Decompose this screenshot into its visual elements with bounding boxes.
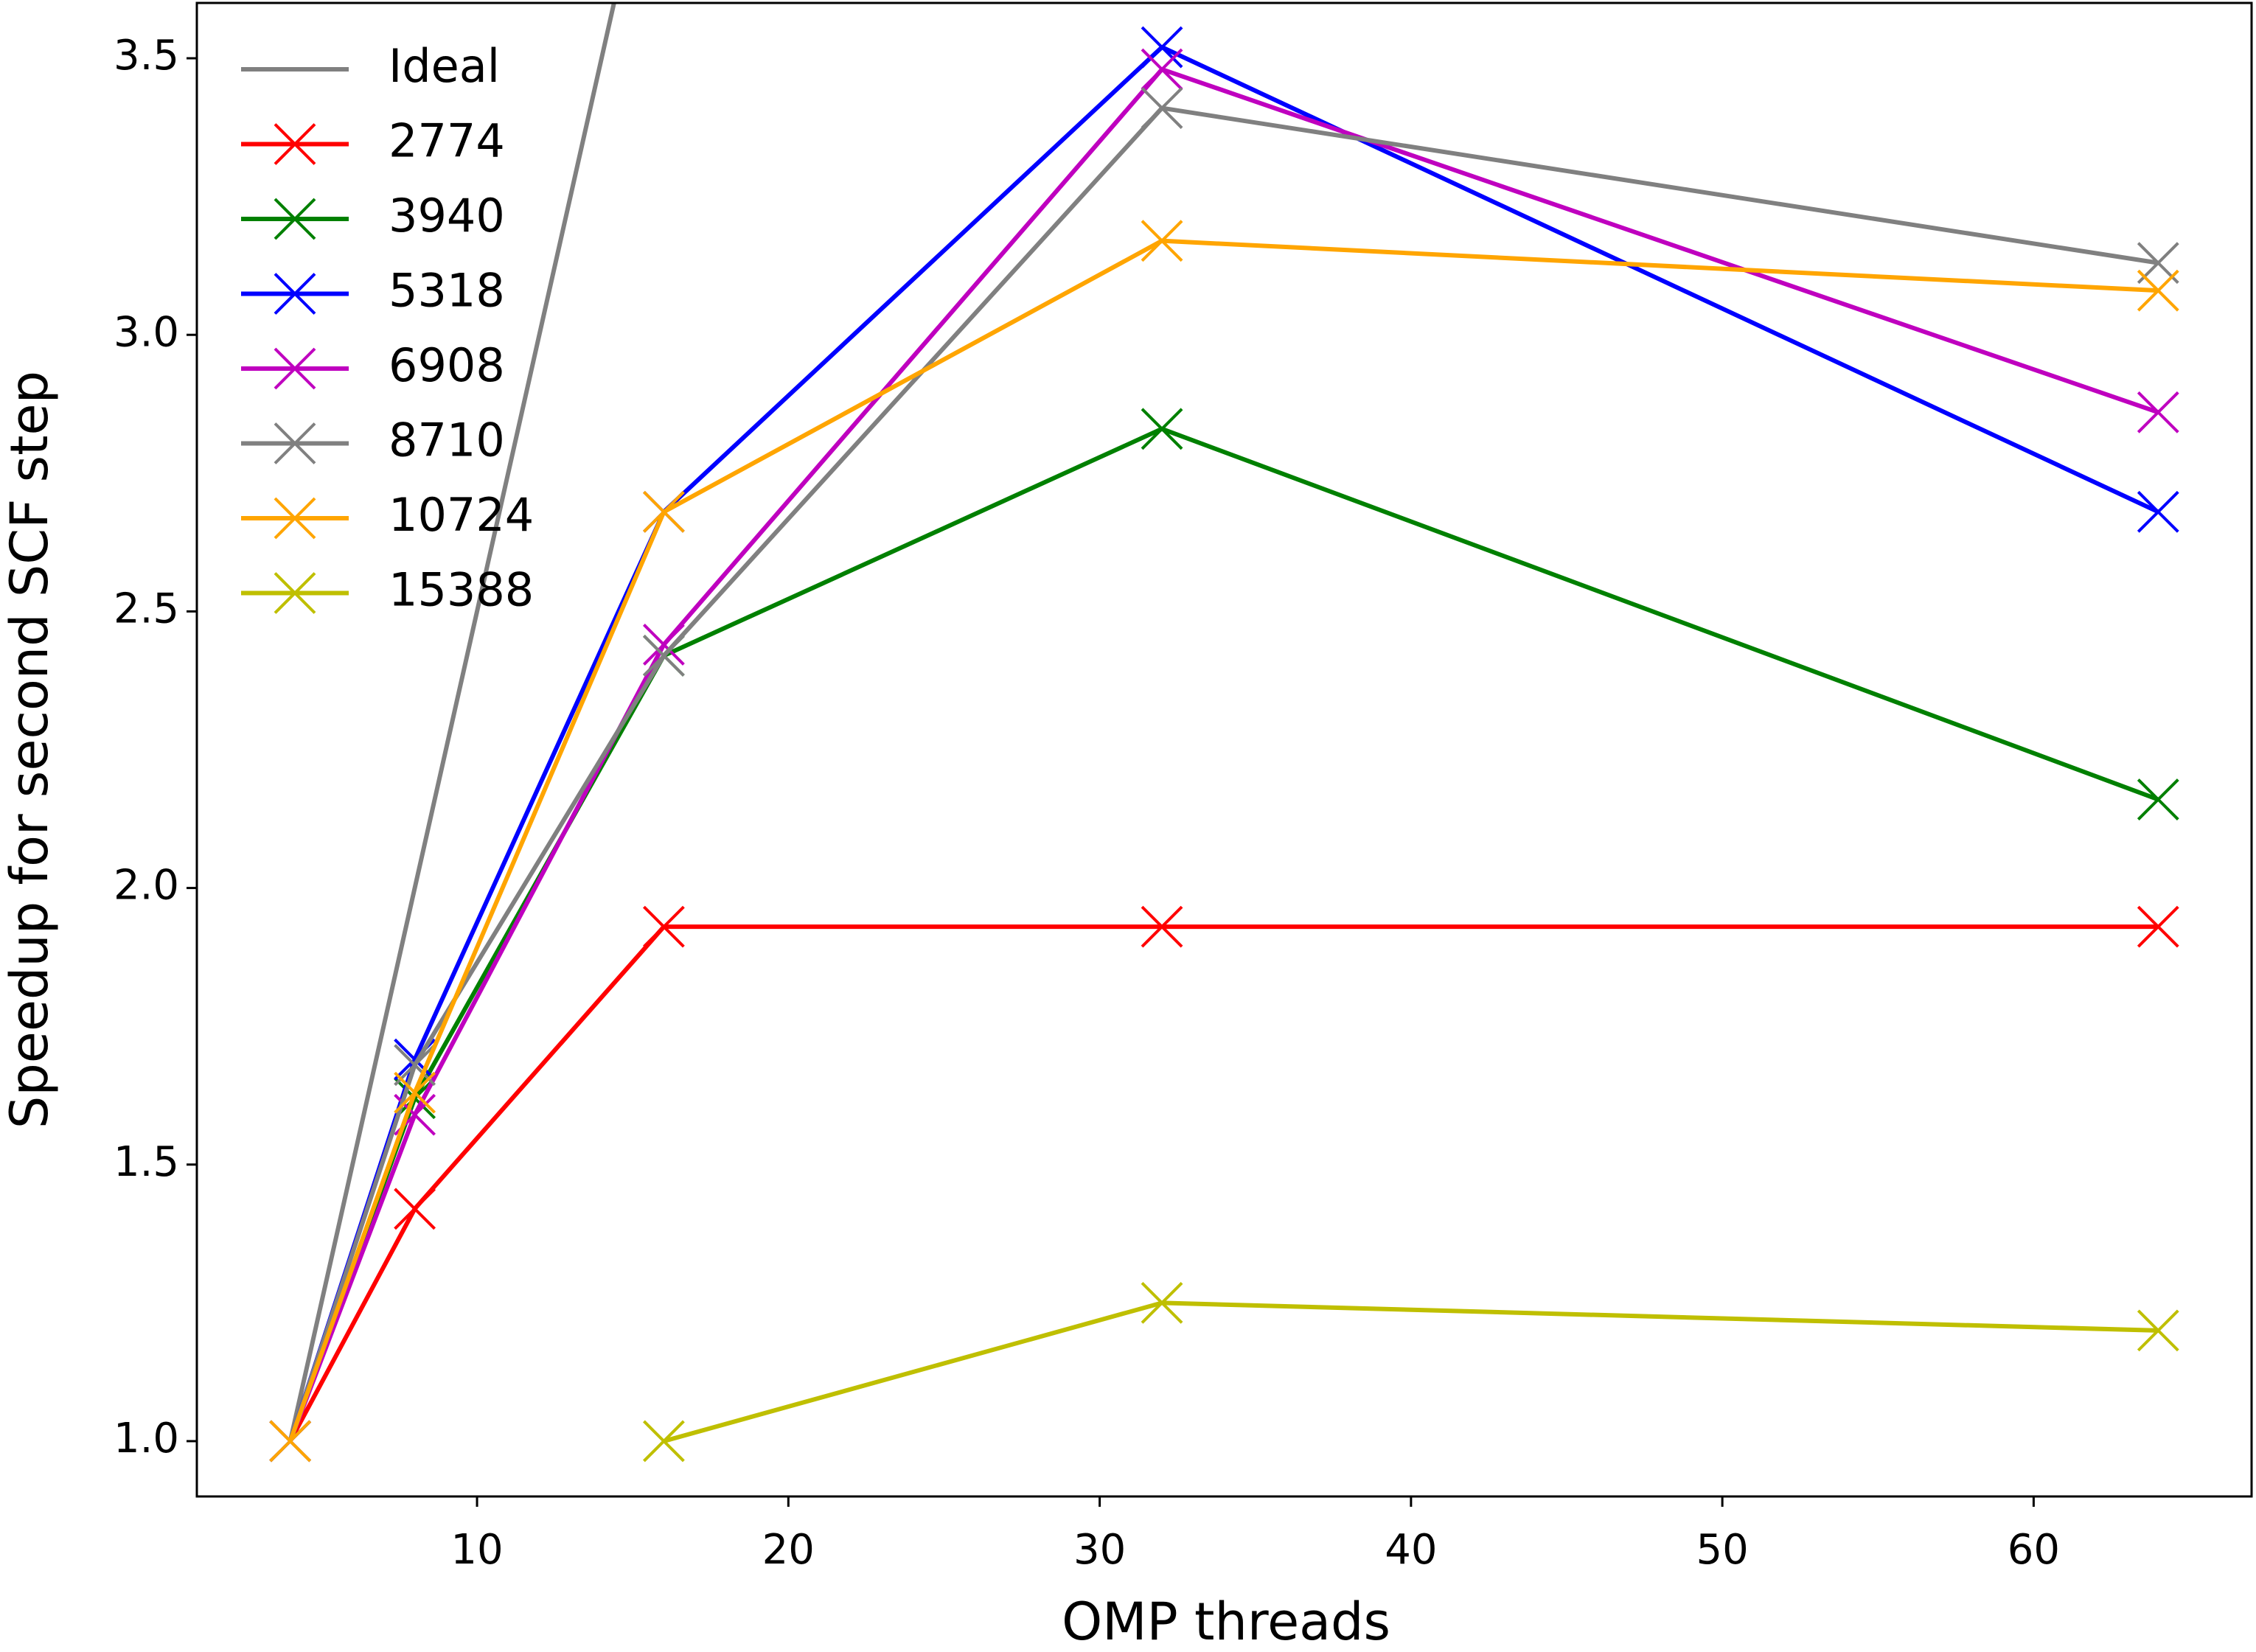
x-tick-label: 40: [1385, 1526, 1437, 1574]
marker: [1141, 26, 1183, 69]
x-tick-label: 50: [1696, 1526, 1749, 1574]
marker: [1141, 48, 1183, 91]
legend-marker: [274, 123, 316, 165]
y-tick-label: 2.5: [114, 585, 179, 633]
series-line: [288, 924, 2159, 1443]
legend-marker: [274, 422, 316, 464]
marker: [269, 1420, 312, 1463]
marker: [642, 624, 685, 666]
plot-frame: [195, 1, 2253, 1498]
marker: [394, 1188, 436, 1230]
series-line: [288, 45, 2159, 1442]
marker: [1141, 1281, 1183, 1324]
series-line: [288, 105, 2159, 1442]
x-tick-label: 10: [450, 1526, 503, 1574]
legend-marker: [274, 347, 316, 390]
legend-marker: [274, 273, 316, 315]
marker: [642, 490, 685, 533]
legend-label: 3940: [389, 189, 505, 243]
series-line: [288, 3, 616, 1442]
marker: [2137, 1309, 2179, 1352]
legend-label: 6908: [389, 338, 505, 392]
marker: [394, 1071, 436, 1114]
legend-marker: [274, 497, 316, 540]
x-tick-label: 60: [2008, 1526, 2060, 1574]
marker: [1141, 408, 1183, 450]
series-line: [288, 426, 2159, 1442]
marker: [2137, 778, 2179, 820]
legend-marker: [274, 198, 316, 240]
legend-label: 5318: [389, 264, 505, 318]
marker: [1141, 87, 1183, 129]
series-line: [663, 1300, 2159, 1443]
legend-label: 8710: [389, 414, 505, 467]
legend-label: 15388: [389, 563, 534, 617]
legend-marker: [274, 572, 316, 614]
marker: [2137, 391, 2179, 433]
x-axis-label: OMP threads: [1062, 1592, 1390, 1652]
marker: [1141, 905, 1183, 948]
legend-label: 2774: [389, 114, 505, 168]
marker: [642, 905, 685, 948]
y-tick-label: 3.5: [114, 32, 179, 80]
marker: [642, 635, 685, 677]
y-tick-label: 1.5: [114, 1138, 179, 1186]
y-tick-label: 2.0: [114, 862, 179, 910]
legend-label: 10724: [389, 488, 534, 542]
legend-label: Ideal: [389, 39, 500, 93]
series-line: [288, 238, 2159, 1442]
y-tick-label: 1.0: [114, 1415, 179, 1463]
marker: [2137, 905, 2179, 948]
marker: [1141, 220, 1183, 262]
plot-area: [269, 3, 2179, 1463]
x-tick-label: 20: [762, 1526, 815, 1574]
y-axis-label: Speedup for second SCF step: [0, 371, 60, 1129]
y-tick-label: 3.0: [114, 308, 179, 356]
marker: [2137, 490, 2179, 533]
marker: [2137, 269, 2179, 312]
marker: [642, 1420, 685, 1463]
x-tick-label: 30: [1073, 1526, 1126, 1574]
